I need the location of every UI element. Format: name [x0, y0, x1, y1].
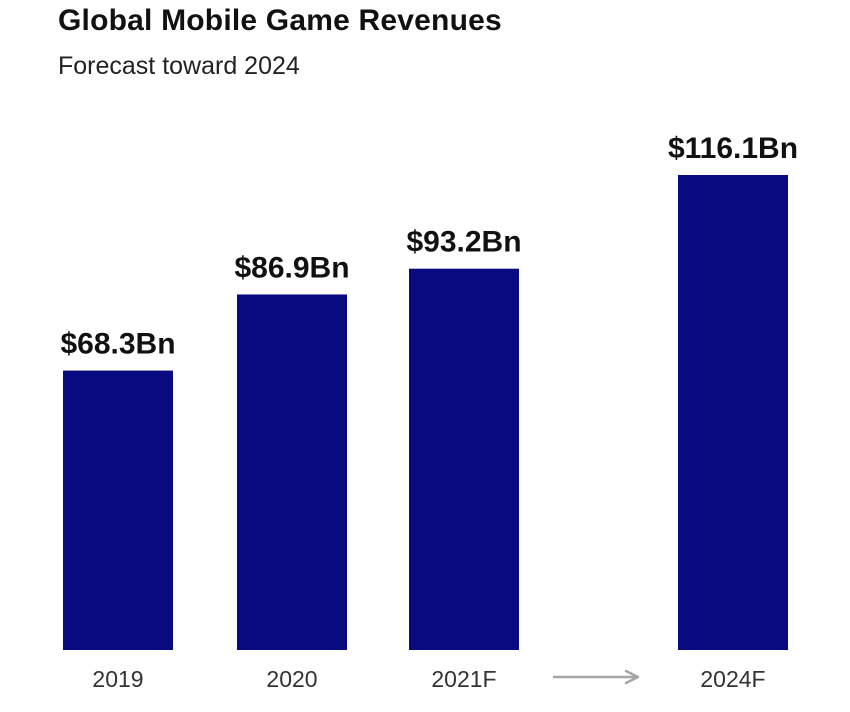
value-label-2020: $86.9Bn: [234, 251, 349, 284]
chart-title: Global Mobile Game Revenues: [58, 4, 502, 37]
x-tick-label-2019: 2019: [92, 666, 143, 692]
bar-2024f: [678, 175, 788, 650]
chart-subtitle: Forecast toward 2024: [58, 52, 300, 80]
x-tick-label-2021f: 2021F: [431, 666, 496, 692]
value-label-2019: $68.3Bn: [60, 328, 175, 361]
x-tick-label-2020: 2020: [266, 666, 317, 692]
x-tick-label-2024f: 2024F: [700, 666, 765, 692]
bar-2019: [63, 370, 173, 650]
forecast-arrow-icon: [553, 669, 640, 685]
bar-2021f: [409, 268, 519, 650]
value-label-2024f: $116.1Bn: [668, 132, 798, 165]
bar-2020: [237, 294, 347, 650]
value-label-2021f: $93.2Bn: [406, 226, 521, 259]
